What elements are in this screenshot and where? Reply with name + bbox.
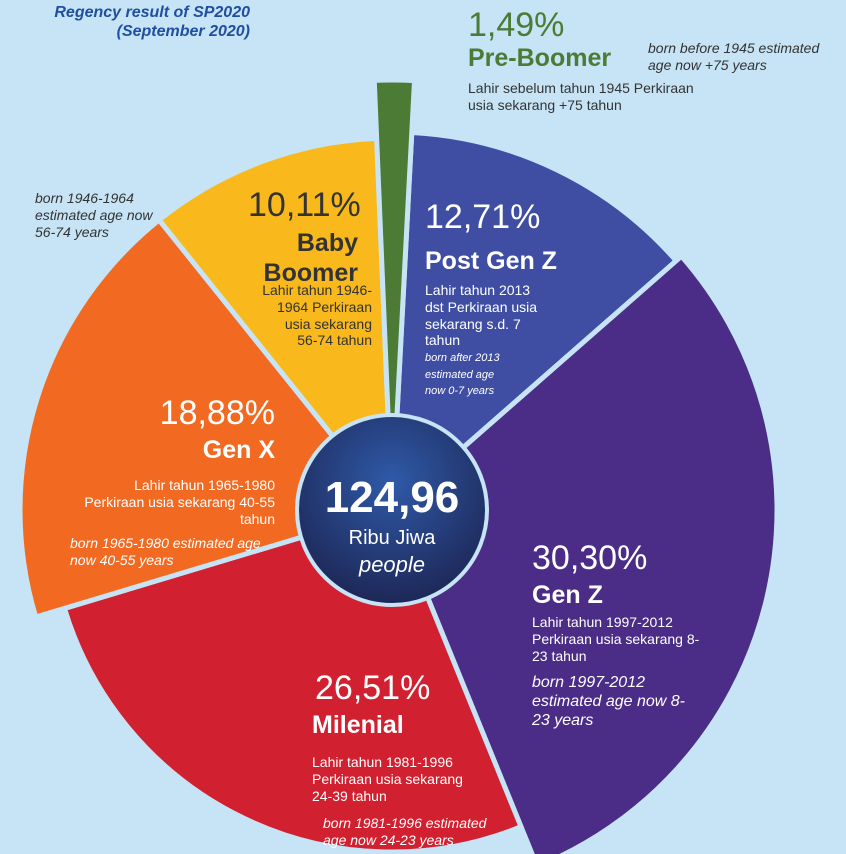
detail-id: Lahir tahun 1965-1980 Perkiraan usia sek… xyxy=(84,477,275,527)
category-label: Pre-Boomer xyxy=(468,44,612,72)
category-label: Post Gen Z xyxy=(425,247,557,275)
detail-id: Lahir tahun 1946-1964 Perkiraan usia sek… xyxy=(262,282,372,349)
title-block: Regency result of SP2020 (September 2020… xyxy=(0,3,250,41)
detail-id: Lahir tahun 2013 dst Perkiraan usia seka… xyxy=(425,282,538,349)
category-label: Baby Boomer xyxy=(263,229,358,287)
detail-en: born 1981-1996 estimated age now 24-23 y… xyxy=(323,815,487,848)
pie-wedge xyxy=(389,129,680,516)
center-unit: Ribu Jiwa xyxy=(348,527,436,549)
value-label: 1,49% xyxy=(468,6,565,44)
detail-id: Lahir tahun 1997-2012 Perkiraan usia sek… xyxy=(532,614,700,664)
value-label: 30,30% xyxy=(532,539,648,577)
center-circle xyxy=(295,413,489,607)
detail-id: Lahir sebelum tahun 1945 Perkiraan usia … xyxy=(468,80,694,113)
value-label: 26,51% xyxy=(315,669,431,707)
chart-title: Regency result of SP2020 xyxy=(54,4,250,21)
value-label: 18,88% xyxy=(159,394,275,432)
category-label: Gen X xyxy=(202,436,275,464)
pie-wedge xyxy=(371,77,418,511)
detail-id: Lahir tahun 1981-1996 Perkiraan usia sek… xyxy=(312,754,463,804)
category-label: Gen Z xyxy=(532,581,603,609)
center-unit-en: people xyxy=(358,552,426,577)
detail-en: born 1946-1964 estimated age now 56-74 y… xyxy=(35,190,153,240)
pie-wedge xyxy=(155,135,395,518)
value-label: 10,11% xyxy=(248,186,361,224)
center-value: 124,96 xyxy=(324,473,460,522)
pie-wedge xyxy=(389,252,780,854)
detail-en: born 1997-2012 estimated age now 8-23 ye… xyxy=(532,674,685,730)
chart-subtitle: (September 2020) xyxy=(116,23,250,41)
detail-en: born after 2013 estimated age now 0-7 ye… xyxy=(425,352,500,397)
detail-en: born before 1945 estimated age now +75 y… xyxy=(648,40,820,73)
category-label: Milenial xyxy=(312,711,404,739)
detail-en: born 1965-1980 estimated age now 40-55 y… xyxy=(70,535,261,568)
value-label: 12,71% xyxy=(425,198,541,236)
